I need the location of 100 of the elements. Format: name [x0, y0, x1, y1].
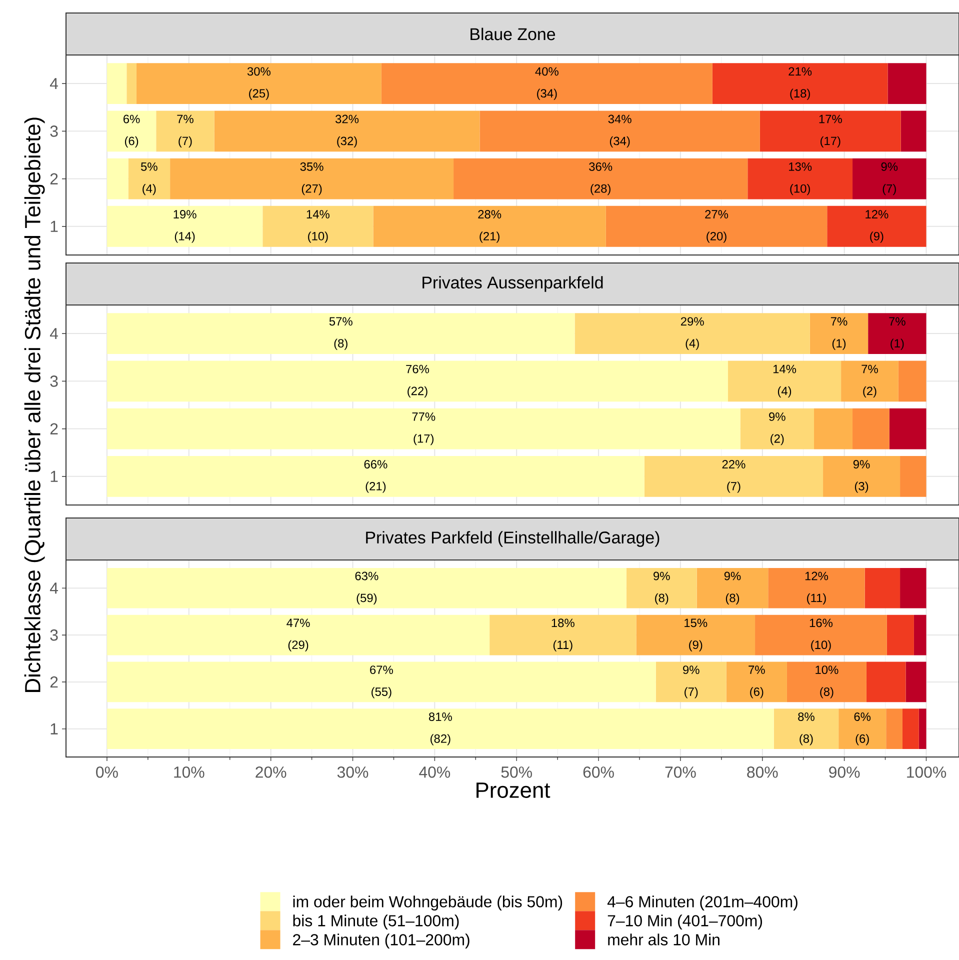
data-label: 9% (3) [853, 460, 870, 493]
bar [918, 708, 926, 750]
bar [106, 662, 656, 702]
y-tick-label: 2 [50, 423, 58, 434]
x-tick-label: 30% [337, 766, 368, 778]
x-tick-label: 60% [583, 766, 614, 778]
y-tick-label: 4 [50, 328, 58, 340]
y-tick-label: 4 [50, 582, 58, 594]
bar [262, 206, 374, 247]
bar [900, 110, 926, 152]
bar [128, 158, 170, 200]
legend-label: 2–3 Minuten (101–200m) [293, 934, 470, 948]
x-tick-label: 90% [829, 766, 860, 778]
data-label: 14% (4) [773, 364, 796, 398]
bar [106, 614, 490, 656]
data-label: 12% (11) [805, 572, 828, 604]
bar [106, 408, 740, 450]
data-label: 21% (18) [788, 67, 812, 100]
bar [214, 110, 480, 152]
bar [574, 313, 810, 354]
bar [106, 158, 128, 200]
data-label: 9% (8) [654, 572, 670, 604]
bar [373, 206, 606, 247]
bar [106, 456, 644, 497]
bar [827, 206, 926, 247]
x-tick-label: 20% [256, 766, 286, 778]
y-tick-label: 2 [50, 173, 58, 184]
y-tick-label: 3 [50, 126, 58, 137]
y-tick-label: 2 [50, 676, 58, 688]
x-tick-label: 70% [665, 766, 696, 778]
data-label: 6% (6) [124, 114, 140, 148]
bar [606, 206, 828, 247]
bar [106, 110, 156, 152]
bar [914, 614, 926, 656]
data-label: 47% (29) [286, 618, 310, 652]
data-label: 14% (10) [306, 210, 330, 243]
bar [852, 158, 926, 200]
bar [656, 662, 726, 702]
data-label: 5% (4) [141, 162, 158, 196]
legend-label: mehr als 10 Min [608, 934, 720, 946]
x-tick-label: 100% [907, 766, 946, 778]
bar [726, 662, 787, 702]
data-label: 9% (7) [881, 162, 898, 196]
data-label: 7% (7) [177, 114, 194, 148]
bar [740, 408, 814, 450]
bar [490, 614, 636, 656]
bar [866, 662, 906, 702]
data-label: 10% (8) [816, 666, 838, 698]
x-tick-label: 10% [174, 766, 204, 778]
legend-label: bis 1 Minute (51–100m) [293, 914, 459, 930]
bar [644, 456, 824, 497]
bar [889, 408, 926, 450]
bar [760, 110, 901, 152]
data-label: 6% (6) [854, 712, 871, 746]
data-label: 66% (21) [364, 460, 388, 493]
data-label: 76% (22) [406, 364, 430, 398]
bar [774, 708, 839, 750]
bar [898, 360, 926, 402]
legend-label: 7–10 Min (401–700m) [608, 914, 762, 930]
x-tick-label: 40% [419, 766, 450, 778]
chart-title: Blaue Zone [470, 28, 556, 40]
bar [814, 408, 853, 450]
data-label: 13% (10) [789, 162, 812, 196]
x-tick-label: 50% [501, 766, 532, 778]
y-axis-title: Dichteklasse (Quartile über alle drei Städte und Teilgebiete) [24, 118, 45, 692]
bar [106, 360, 728, 402]
bar [900, 456, 926, 497]
data-label: 63% (59) [355, 572, 378, 604]
bar [841, 360, 898, 402]
data-label: 22% (7) [722, 460, 746, 493]
x-axis-title: Prozent [476, 782, 550, 798]
y-tick-label: 3 [50, 376, 58, 387]
bar [902, 708, 919, 750]
data-label: 8% (8) [798, 712, 814, 746]
bar [786, 662, 866, 702]
bar [886, 708, 902, 750]
data-label: 36% (28) [589, 162, 612, 196]
data-label: 9% (8) [724, 572, 741, 604]
legend-label: 4–6 Minuten (201m–400m) [607, 896, 798, 910]
data-label: 7% (2) [862, 364, 878, 398]
bar [106, 206, 263, 247]
bar [106, 708, 774, 750]
data-label: 15% (9) [684, 618, 708, 652]
chart-title: Privates Parkfeld (Einstellhalle/Garage) [366, 531, 660, 547]
bar [886, 614, 914, 656]
bar [712, 63, 888, 104]
data-label: 12% (9) [866, 210, 888, 243]
bar [900, 568, 926, 608]
bar [696, 568, 768, 608]
y-tick-label: 1 [50, 220, 58, 232]
data-label: 17% (17) [819, 114, 842, 148]
data-label: 27% (20) [705, 210, 728, 243]
bar [823, 456, 900, 497]
bar [838, 708, 886, 750]
bar [852, 408, 890, 450]
bar [156, 110, 214, 152]
y-tick-label: 4 [50, 78, 58, 90]
bar [106, 568, 626, 608]
bar [755, 614, 887, 656]
bar [906, 662, 926, 702]
